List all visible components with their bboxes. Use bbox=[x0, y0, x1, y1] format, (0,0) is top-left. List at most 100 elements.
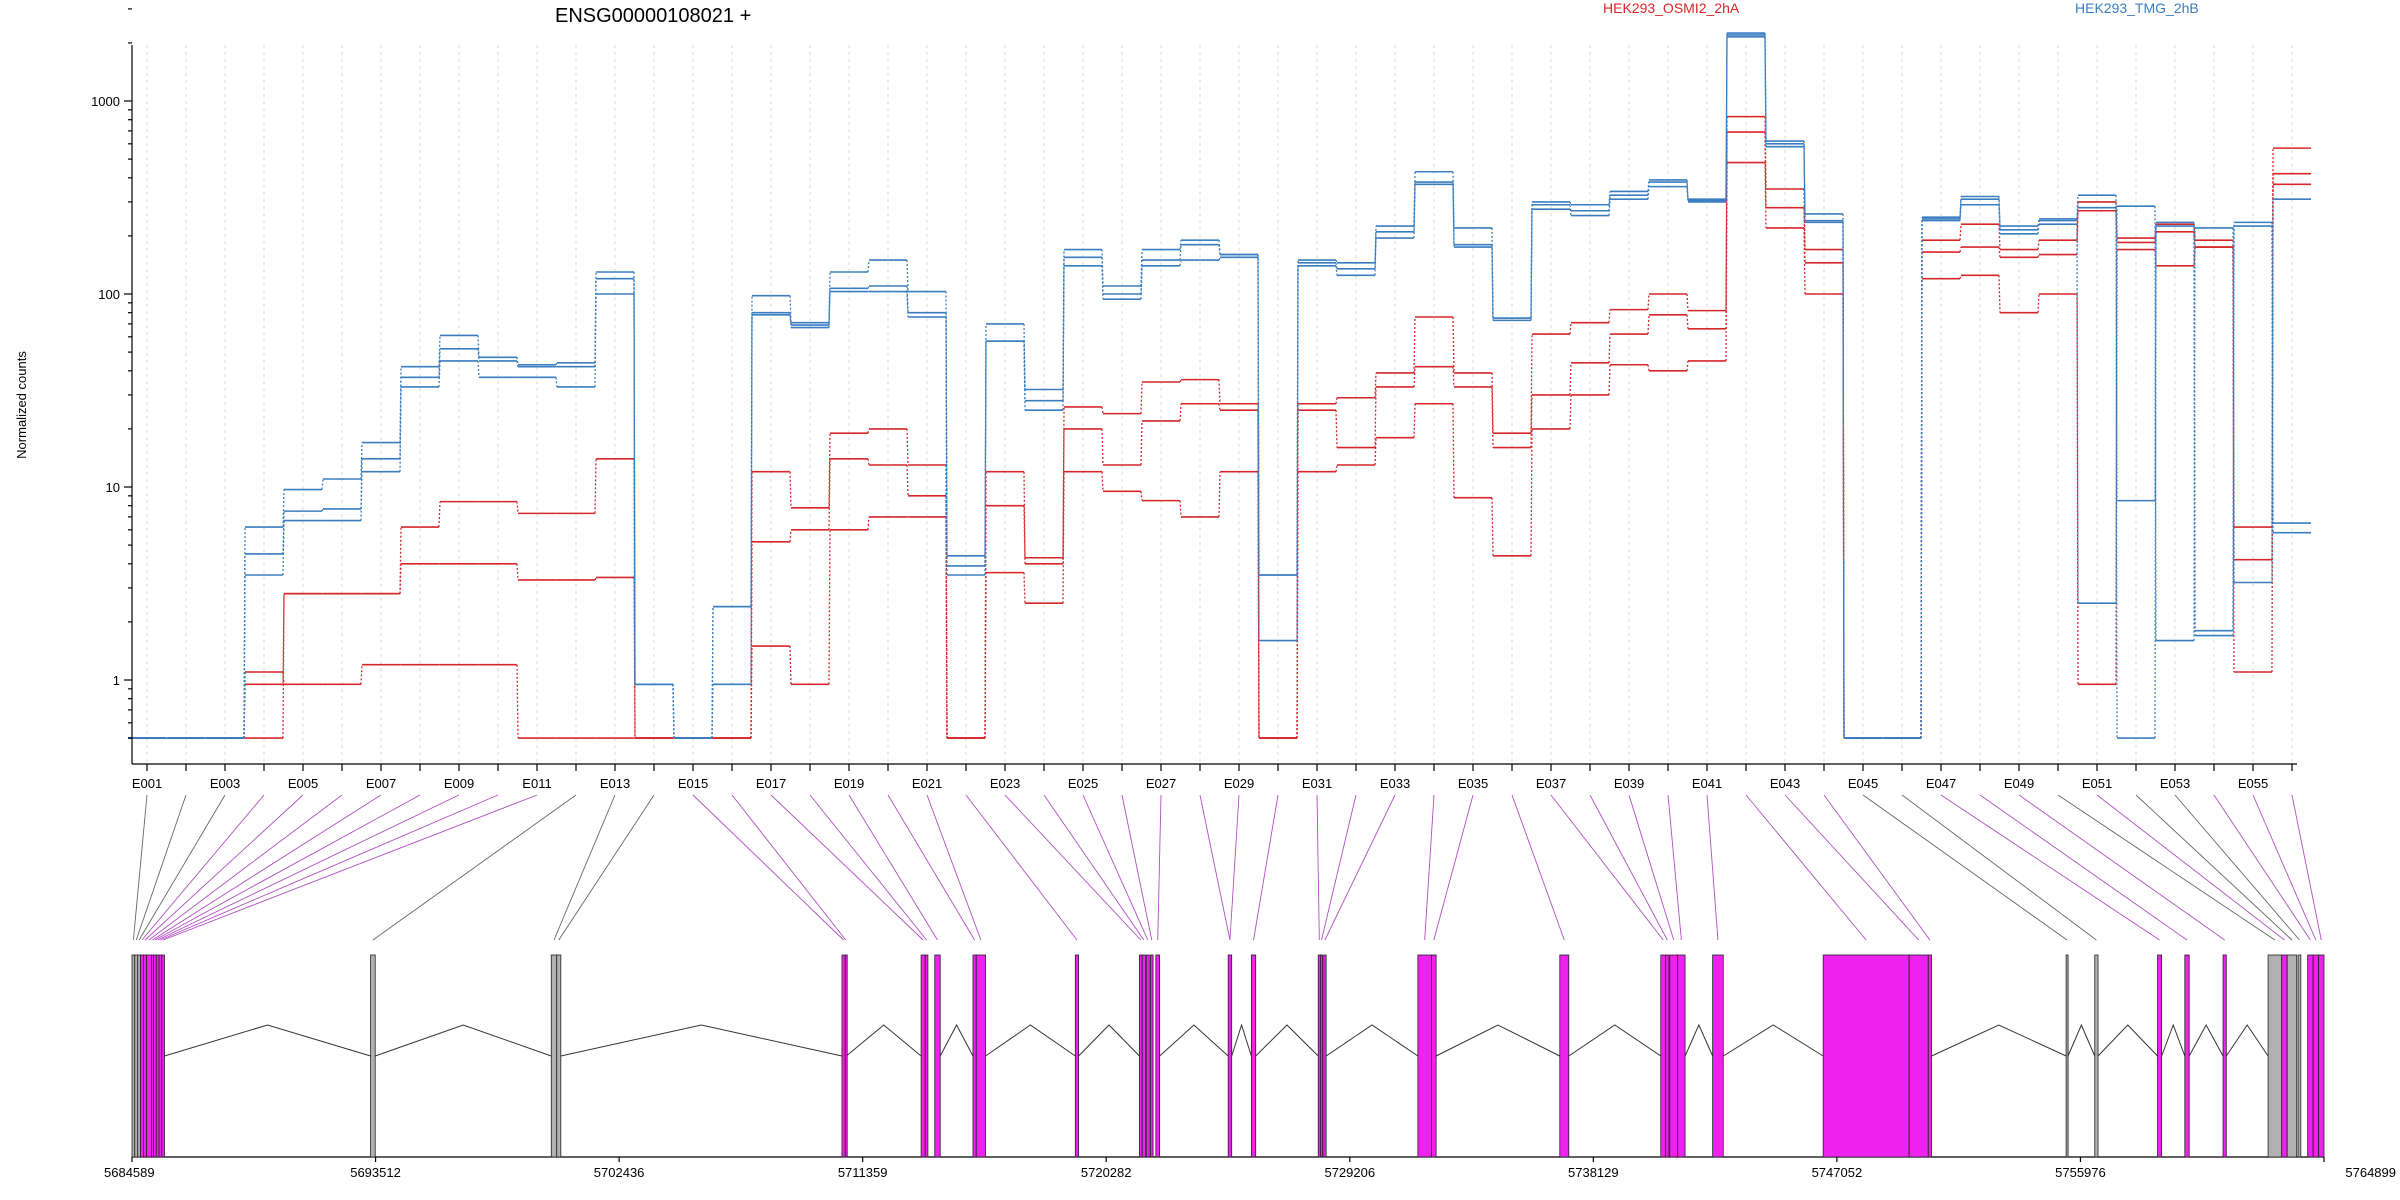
connector-e017 bbox=[770, 794, 924, 941]
series-0-connector bbox=[1647, 293, 1650, 310]
x-tick-label-e005: E005 bbox=[288, 776, 318, 791]
series-1 bbox=[128, 131, 2311, 739]
intron bbox=[164, 1024, 371, 1057]
series-4-connector bbox=[1608, 195, 1611, 211]
series-3-connector bbox=[1023, 323, 1026, 390]
connector-e016 bbox=[731, 794, 847, 941]
series-5-connector bbox=[1803, 146, 1806, 223]
series-3-connector bbox=[1959, 196, 1962, 218]
connector-e041 bbox=[1706, 794, 1719, 941]
connector-e030 bbox=[1253, 794, 1279, 941]
connector-e034 bbox=[1424, 794, 1435, 941]
series-4-connector bbox=[438, 348, 441, 378]
series-0-connector bbox=[399, 527, 402, 594]
series-2-connector bbox=[1101, 471, 1104, 492]
exon-block bbox=[137, 954, 141, 1158]
exon-block bbox=[972, 954, 977, 1158]
intron bbox=[1568, 1024, 1662, 1057]
series-2-connector bbox=[750, 646, 753, 739]
connector-e056 bbox=[2291, 794, 2322, 941]
exon-block bbox=[924, 954, 929, 1158]
series-5-connector bbox=[1647, 186, 1650, 200]
series-4-connector bbox=[516, 360, 519, 367]
exon-block bbox=[2267, 954, 2283, 1158]
series-4-connector bbox=[1530, 204, 1533, 319]
gene-model bbox=[131, 954, 2325, 1158]
series-3-connector bbox=[906, 259, 909, 292]
y-tick-label: 1000 bbox=[91, 94, 120, 109]
series-5-connector bbox=[1218, 257, 1221, 261]
exon-block bbox=[153, 954, 157, 1158]
exon-block bbox=[2312, 954, 2319, 1158]
series-4-connector bbox=[2271, 226, 2274, 533]
series-1-connector bbox=[906, 464, 909, 496]
y-tick-label: 10 bbox=[106, 480, 120, 495]
connector-e025 bbox=[1082, 794, 1149, 941]
exon-block bbox=[1431, 954, 1437, 1158]
series-0-connector bbox=[1374, 372, 1377, 398]
genomic-coordinates: 5684589 5693512 5702436 5711359 5720282 57292… bbox=[104, 1157, 2396, 1180]
x-tick-label-e021: E021 bbox=[912, 776, 942, 791]
series-2-connector bbox=[1608, 364, 1611, 395]
series-5-connector bbox=[1959, 204, 1962, 221]
series-2-connector bbox=[1530, 428, 1533, 556]
series-5-connector bbox=[1569, 209, 1572, 216]
x-tick-label-e029: E029 bbox=[1224, 776, 1254, 791]
series-1-connector bbox=[360, 664, 363, 685]
series-2-connector bbox=[828, 529, 831, 685]
exon-block bbox=[370, 954, 376, 1158]
series-1-connector bbox=[1452, 366, 1455, 387]
series-3-connector bbox=[321, 478, 324, 490]
connector-e031 bbox=[1316, 794, 1320, 941]
series-5-connector bbox=[360, 471, 363, 521]
legend-label-tmg: HEK293_TMG_2hB bbox=[2075, 0, 2199, 16]
x-tick-label-e037: E037 bbox=[1536, 776, 1566, 791]
series-0-connector bbox=[1998, 224, 2001, 250]
x-tick-label-e053: E053 bbox=[2160, 776, 2190, 791]
exon-block bbox=[2286, 954, 2298, 1158]
x-tick-label-e023: E023 bbox=[990, 776, 1020, 791]
series-1-connector bbox=[1413, 366, 1416, 387]
series-2-connector bbox=[1062, 471, 1065, 604]
exon-block bbox=[1677, 954, 1686, 1158]
series-5-connector bbox=[1686, 186, 1689, 202]
connector-e043 bbox=[1784, 794, 1920, 941]
series-2-connector bbox=[789, 645, 792, 685]
series-0-connector bbox=[282, 593, 285, 739]
series-3-connector bbox=[2115, 195, 2118, 739]
exon-block bbox=[143, 954, 147, 1158]
exon-block bbox=[2281, 954, 2288, 1158]
series-0-connector bbox=[1452, 316, 1455, 373]
x-tick-label-e041: E041 bbox=[1692, 776, 1722, 791]
series-3-connector bbox=[945, 291, 948, 556]
connector-e054 bbox=[2213, 794, 2311, 941]
exon-block bbox=[1417, 954, 1432, 1158]
series-4 bbox=[128, 34, 2311, 739]
series-1-connector bbox=[1101, 428, 1104, 466]
series-1-connector bbox=[1998, 247, 2001, 258]
connector-e033 bbox=[1324, 794, 1396, 941]
series-5-connector bbox=[1062, 265, 1065, 411]
series-5-connector bbox=[906, 291, 909, 318]
series-1-connector bbox=[1257, 410, 1260, 739]
connector-e003 bbox=[138, 794, 226, 941]
connector-e035 bbox=[1433, 794, 1474, 941]
x-tick-label-e001: E001 bbox=[132, 776, 162, 791]
series-1-connector bbox=[1296, 410, 1299, 739]
exon-block bbox=[841, 954, 846, 1158]
connector-e044 bbox=[1823, 794, 1931, 941]
series-2-connector bbox=[1023, 572, 1026, 604]
series-5-connector bbox=[2232, 227, 2235, 583]
series-5-connector bbox=[1335, 265, 1338, 276]
series-1-connector bbox=[1608, 334, 1611, 363]
exon-block bbox=[920, 954, 926, 1158]
series-1-connector bbox=[1959, 246, 1962, 253]
x-tick-label-e055: E055 bbox=[2238, 776, 2268, 791]
series-1-connector bbox=[867, 458, 870, 466]
connector-e049 bbox=[2018, 794, 2225, 941]
connector-e051 bbox=[2096, 794, 2285, 941]
series-0-connector bbox=[1101, 406, 1104, 414]
connector-e006 bbox=[148, 794, 343, 941]
exon-block bbox=[1227, 954, 1233, 1158]
series-5-connector bbox=[1296, 265, 1299, 641]
